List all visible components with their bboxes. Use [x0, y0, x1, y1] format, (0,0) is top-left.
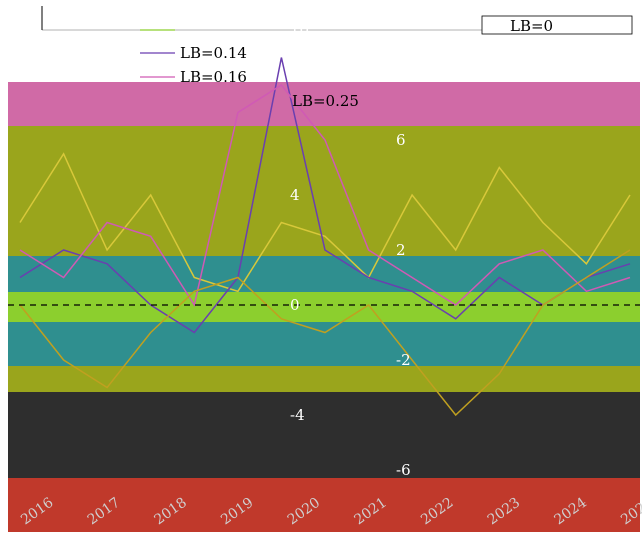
y-tick-label: 2	[396, 241, 406, 259]
band-teal-2	[8, 322, 640, 366]
y-tick-label: 0	[290, 296, 300, 314]
plot-frame: LB=0	[41, 6, 633, 35]
y-tick-label: -2	[396, 351, 411, 369]
legend-label-lb-0-16: LB=0.16	[180, 68, 247, 86]
band-pink	[8, 82, 640, 128]
y-tick-label: 6	[396, 131, 406, 149]
y-tick-label: 4	[290, 186, 300, 204]
top-axis-label: LB=0	[510, 17, 553, 35]
y-tick-label: -6	[396, 461, 411, 479]
y-tick-label: -4	[290, 406, 305, 424]
series-line-0	[19, 152, 631, 293]
legend-item-lb-0-14: LB=0.14	[140, 44, 247, 62]
band-olive-2	[8, 366, 640, 392]
band-olive	[8, 126, 640, 260]
y-tick-labels: 10 6 4 2 0 -2 -4 -6	[290, 21, 411, 479]
series-line-1	[19, 57, 631, 334]
legend-label-lb-0-14: LB=0.14	[180, 44, 247, 62]
band-lime	[8, 292, 640, 322]
series-layer	[19, 57, 631, 417]
band-red	[8, 478, 640, 532]
legend: LB=0.14 LB=0.16 LB=0.25	[140, 29, 359, 110]
series-line-2	[19, 84, 631, 307]
series-line-3	[19, 249, 631, 417]
y-tick-label: 10	[290, 21, 309, 39]
legend-item-lb-0-25: LB=0.25	[292, 92, 359, 110]
top-right-legend-box	[481, 15, 633, 35]
legend-item-lb-0-16: LB=0.16	[140, 68, 247, 86]
band-dark	[8, 392, 640, 478]
band-teal	[8, 256, 640, 294]
band-top-white	[0, 0, 642, 85]
legend-label-lb-0-25: LB=0.25	[292, 92, 359, 110]
